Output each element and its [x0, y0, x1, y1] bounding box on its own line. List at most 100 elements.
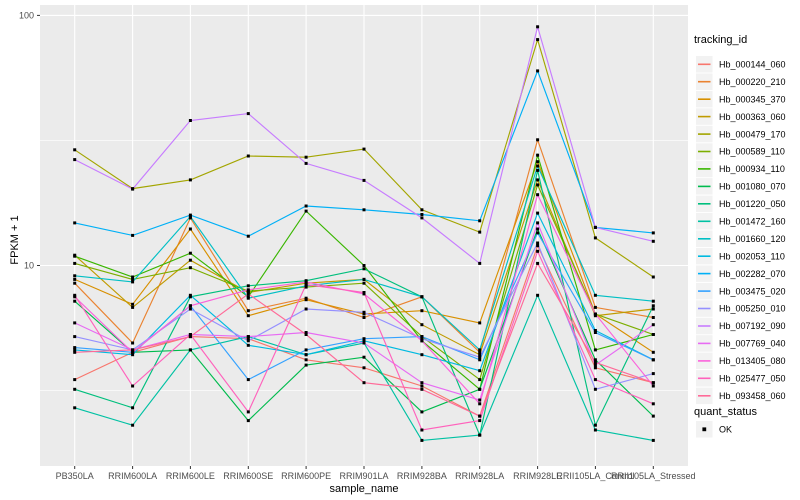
data-point	[593, 312, 597, 316]
data-point	[188, 227, 192, 231]
data-point	[536, 164, 540, 168]
data-point	[536, 153, 540, 157]
data-point	[420, 384, 424, 388]
data-point	[536, 69, 540, 73]
legend-entry-label: Hb_002282_070	[719, 269, 786, 279]
legend-tracking-id: Hb_000144_060 Hb_000220_210 Hb_000345_370 H…	[696, 56, 786, 405]
data-point	[420, 381, 424, 385]
data-point	[536, 183, 540, 187]
data-point	[246, 288, 250, 292]
y-tick-labels: 10 100	[19, 10, 34, 270]
data-point	[73, 221, 77, 225]
legend-entry-label: Hb_001472_160	[719, 217, 786, 227]
data-point	[420, 339, 424, 343]
data-point	[536, 249, 540, 253]
data-point	[73, 261, 77, 265]
data-point	[246, 234, 250, 238]
data-point	[362, 267, 366, 271]
data-point	[73, 148, 77, 152]
data-point	[651, 358, 655, 362]
data-point	[73, 406, 77, 410]
data-point	[420, 337, 424, 341]
data-point	[593, 358, 597, 362]
data-point	[420, 208, 424, 212]
legend-entry-label: Hb_000144_060	[719, 60, 786, 70]
data-point	[131, 302, 135, 306]
data-point	[188, 251, 192, 255]
data-point	[304, 161, 308, 165]
y-axis-title: FPKM + 1	[9, 215, 21, 265]
x-tick-label: RRIM600LA	[108, 471, 157, 481]
x-tick-label: RRII105LA_Control	[556, 471, 634, 481]
data-point	[593, 387, 597, 391]
x-tick-label: RRIM901LA	[339, 471, 388, 481]
data-point	[536, 178, 540, 182]
data-point	[73, 299, 77, 303]
legend-title-tracking-id: tracking_id	[694, 34, 748, 46]
data-point	[246, 112, 250, 116]
data-point	[246, 378, 250, 382]
data-point	[246, 284, 250, 288]
data-point	[246, 314, 250, 318]
data-point	[651, 372, 655, 376]
data-point	[651, 414, 655, 418]
data-point	[188, 293, 192, 297]
x-tick-label: PB350LA	[56, 471, 94, 481]
data-point	[536, 211, 540, 215]
data-point	[478, 419, 482, 423]
legend-quant-status: OK	[696, 421, 732, 438]
data-point	[478, 353, 482, 357]
data-point	[131, 275, 135, 279]
data-point	[188, 335, 192, 339]
data-point	[593, 314, 597, 318]
data-points	[73, 25, 655, 442]
data-point	[478, 433, 482, 437]
data-point	[246, 343, 250, 347]
data-point	[188, 307, 192, 311]
data-point	[478, 358, 482, 362]
legend-entry-label: Hb_007769_040	[719, 339, 786, 349]
quant-status-label: OK	[719, 424, 732, 434]
data-point	[73, 350, 77, 354]
data-point	[304, 353, 308, 357]
data-point	[362, 281, 366, 285]
data-point	[362, 366, 366, 370]
data-point	[131, 406, 135, 410]
data-point	[131, 384, 135, 388]
data-point	[73, 293, 77, 297]
data-point	[131, 341, 135, 345]
data-point	[651, 381, 655, 385]
data-point	[246, 410, 250, 414]
data-point	[593, 423, 597, 427]
data-point	[188, 258, 192, 262]
data-point	[73, 346, 77, 350]
data-point	[536, 293, 540, 297]
data-point	[362, 337, 366, 341]
data-point	[131, 277, 135, 281]
data-point	[188, 304, 192, 308]
data-point	[304, 333, 308, 336]
data-point	[362, 264, 366, 267]
data-point	[73, 254, 77, 258]
data-point	[188, 213, 192, 217]
legend-entry-label: Hb_001660_120	[719, 234, 786, 244]
data-point	[246, 296, 250, 300]
legend-entry-label: Hb_000479_170	[719, 129, 786, 139]
data-point	[651, 438, 655, 442]
data-point	[131, 233, 135, 237]
data-point	[362, 147, 366, 151]
data-point	[73, 321, 77, 325]
data-point	[73, 274, 77, 278]
x-tick-labels: PB350LA RRIM600LA RRIM600LE RRIM600SE RRIM60…	[56, 471, 696, 481]
x-tick-label: RRIM928LA	[455, 471, 504, 481]
data-point	[593, 236, 597, 240]
data-point	[593, 331, 597, 334]
data-point	[593, 363, 597, 367]
x-tick-label: RRIM600SE	[223, 471, 273, 481]
data-point	[478, 369, 482, 373]
data-point	[304, 280, 308, 284]
data-point	[304, 358, 308, 362]
axis-ticks	[37, 14, 654, 469]
legend-entry-label: Hb_005250_010	[719, 304, 786, 314]
